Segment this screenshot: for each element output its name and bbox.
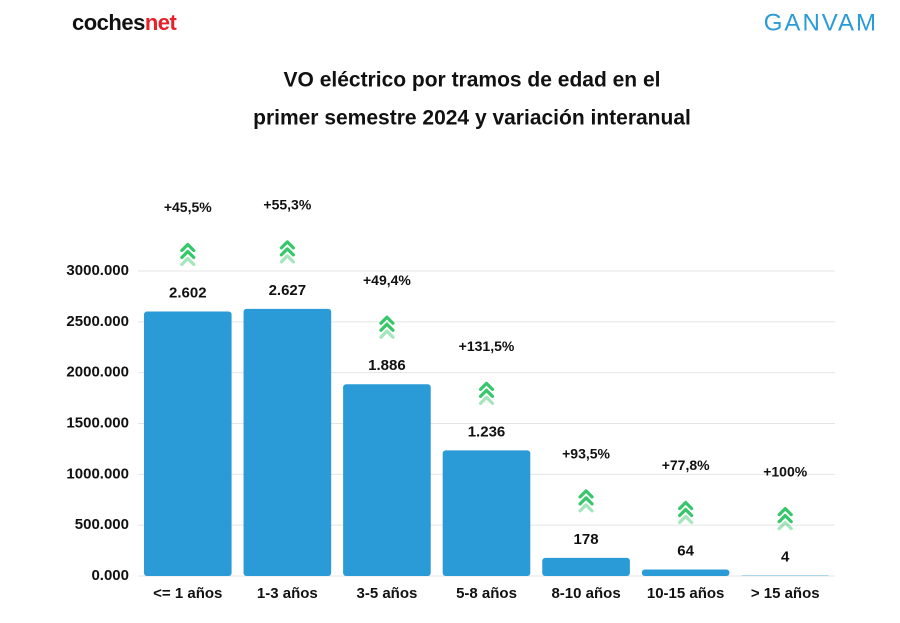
trend-arrow	[279, 240, 295, 264]
value-label: 64	[677, 542, 694, 559]
y-tick-label: 0.000	[91, 567, 129, 584]
value-label: 2.627	[269, 282, 307, 299]
value-label: 1.236	[468, 423, 506, 440]
variation-label: +49,4%	[363, 272, 411, 288]
x-tick-label: > 15 años	[751, 585, 820, 602]
y-tick-label: 1500.000	[66, 414, 129, 431]
x-tick-label: 5-8 años	[456, 585, 517, 602]
x-tick-label: <= 1 años	[153, 585, 222, 602]
trend-arrow	[678, 500, 694, 525]
variation-label: +45,5%	[164, 199, 212, 215]
bar	[641, 569, 730, 576]
y-tick-label: 3000.000	[66, 262, 129, 279]
trend-arrow	[578, 489, 594, 513]
variation-label: +131,5%	[459, 338, 515, 354]
y-tick-label: 2500.000	[66, 313, 129, 330]
variation-label: +93,5%	[562, 446, 610, 462]
trend-arrow	[478, 381, 495, 405]
chart-title: primer semestre 2024 y variación interan…	[253, 107, 691, 130]
y-tick-label: 2000.000	[66, 364, 129, 381]
trend-arrow	[777, 506, 793, 531]
variation-label: +55,3%	[263, 197, 311, 213]
x-tick-label: 3-5 años	[356, 585, 417, 602]
partner-logo: GANVAM	[764, 9, 878, 36]
bar	[542, 557, 630, 576]
bar	[343, 384, 431, 576]
y-tick-label: 1000.000	[66, 465, 129, 482]
bar	[243, 308, 332, 576]
value-label: 4	[781, 549, 790, 566]
x-tick-label: 10-15 años	[647, 585, 725, 602]
value-label: 178	[574, 531, 599, 548]
bar	[143, 311, 232, 576]
value-label: 2.602	[169, 284, 207, 301]
variation-label: +100%	[763, 463, 808, 479]
trend-arrow	[180, 242, 196, 267]
x-tick-label: 8-10 años	[551, 585, 620, 602]
x-tick-label: 1-3 años	[257, 585, 318, 602]
chart-title: VO eléctrico por tramos de edad en el	[284, 69, 661, 92]
y-tick-label: 500.000	[75, 516, 129, 533]
brand-logo: cochesnet	[72, 10, 178, 35]
value-label: 1.886	[368, 357, 406, 374]
trend-arrow	[379, 315, 395, 339]
variation-label: +77,8%	[662, 457, 710, 473]
bar	[442, 450, 531, 576]
